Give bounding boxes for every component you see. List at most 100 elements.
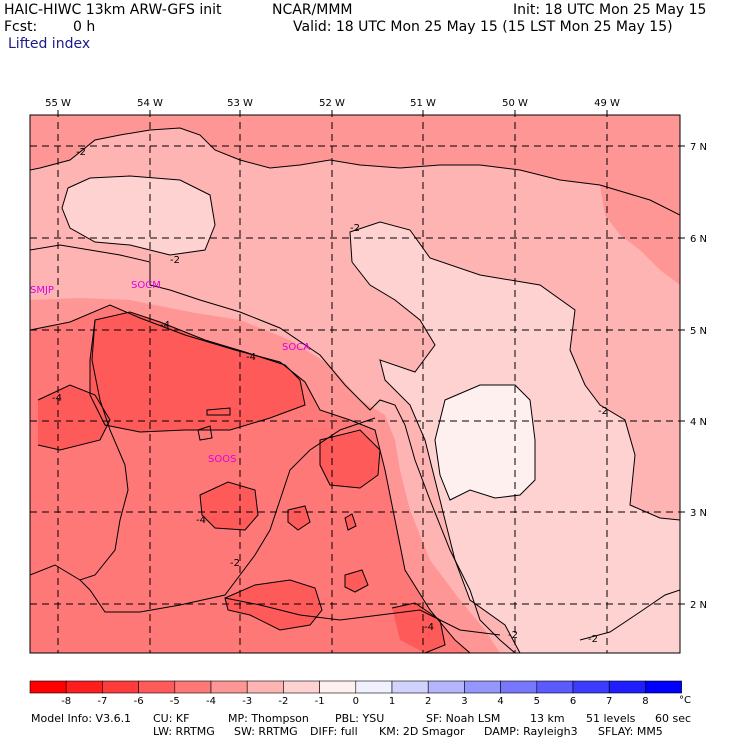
legend-swatch (174, 680, 212, 694)
contour-label: -4 (196, 515, 206, 526)
contour-line (287, 505, 311, 531)
legend-tick-label: 4 (497, 696, 503, 707)
legend-tick-label: -6 (134, 696, 144, 707)
shade-band (90, 312, 305, 432)
legend-tick-label: 0 (353, 696, 359, 707)
legend-tick-label: 2 (425, 696, 431, 707)
station-label: SMJP (30, 285, 54, 296)
footer-sflay: SFLAY: MM5 (598, 725, 663, 738)
contour-label: -4 (246, 352, 256, 363)
legend-tick-label: 1 (389, 696, 395, 707)
lat-label: 3 N (690, 508, 707, 519)
legend-tick-label: -7 (97, 696, 107, 707)
init-time: Init: 18 UTC Mon 25 May 15 (513, 2, 707, 18)
contour-label: -2 (588, 634, 598, 645)
legend-swatch (355, 680, 393, 694)
legend-swatch (391, 680, 429, 694)
lat-label: 7 N (690, 142, 707, 153)
legend-swatch (319, 680, 357, 694)
legend-swatch (29, 680, 67, 694)
legend-unit: °C (679, 695, 691, 706)
model-title: HAIC-HIWC 13km ARW-GFS init (4, 2, 222, 18)
footer-levels: 51 levels (586, 712, 636, 725)
contour-label: -2 (508, 630, 518, 641)
station-label: SOOS (208, 454, 236, 465)
lat-label: 5 N (690, 326, 707, 337)
border-line (224, 597, 501, 636)
valid-time: Valid: 18 UTC Mon 25 May 15 (15 LST Mon … (293, 19, 673, 35)
graticule (30, 110, 685, 653)
contour-line (206, 407, 231, 416)
contour-line (30, 304, 471, 653)
legend-swatch (500, 680, 538, 694)
contour-line (579, 589, 680, 641)
legend-swatch (283, 680, 320, 694)
contour-line (319, 429, 381, 489)
legend-tick-label: -4 (206, 696, 216, 707)
border-line (30, 319, 129, 581)
map-frame (29, 114, 681, 654)
station-label: SOCM (131, 280, 161, 291)
fcst-value: 0 h (73, 19, 96, 35)
shade-band (30, 115, 680, 215)
coastline (30, 244, 516, 653)
shade-band (435, 385, 535, 500)
contour-line (199, 481, 259, 531)
legend-swatch (427, 680, 465, 694)
lon-label: 54 W (137, 98, 163, 109)
lat-label: 2 N (690, 600, 707, 611)
shade-band (225, 580, 322, 630)
contour-label: -2 (230, 558, 240, 569)
footer-diff: DIFF: full (310, 725, 358, 738)
footer-damp: DAMP: Rayleigh3 (484, 725, 578, 738)
legend-swatch (464, 680, 501, 694)
center-name: NCAR/MMM (272, 2, 353, 18)
contour-label: -4 (160, 320, 170, 331)
lon-label: 52 W (319, 98, 345, 109)
field-name: Lifted index (8, 36, 91, 52)
contour-label: -4 (424, 622, 434, 633)
lon-label: 49 W (594, 98, 620, 109)
legend-swatch (536, 680, 574, 694)
border-line (79, 417, 376, 613)
legend-swatch (102, 680, 139, 694)
shade-band (288, 506, 310, 530)
contour-line (37, 384, 111, 451)
footer-pbl: PBL: YSU (335, 712, 385, 725)
legend-swatch (65, 680, 103, 694)
shade-band (200, 482, 258, 530)
shade-band (320, 430, 380, 488)
legend-tick-label: 6 (570, 696, 576, 707)
legend-swatch (608, 680, 646, 694)
legend-tick-label: 8 (642, 696, 648, 707)
legend-tick-label: 3 (461, 696, 467, 707)
contour-label: -2 (350, 223, 360, 234)
legend-tick-label: 5 (534, 696, 540, 707)
footer-resolution: 13 km (530, 712, 565, 725)
contour-line (30, 127, 680, 216)
legend-swatches (29, 680, 682, 694)
lon-label: 53 W (227, 98, 253, 109)
legend-tick-label: -2 (278, 696, 288, 707)
contour-label: -4 (52, 393, 62, 404)
contour-line (434, 384, 536, 501)
legend-swatch (572, 680, 610, 694)
lat-label: 6 N (690, 234, 707, 245)
legend-tick-label: 7 (606, 696, 612, 707)
footer-mp: MP: Thompson (228, 712, 309, 725)
contour-lines (30, 127, 680, 653)
shade-band (600, 185, 680, 285)
contour-label: -2 (598, 406, 608, 417)
shade-band (62, 176, 215, 255)
contour-line (344, 513, 357, 531)
contour-label: -2 (170, 255, 180, 266)
lon-label: 51 W (410, 98, 436, 109)
legend-labels: -8 -7 -6 -5 -4 -3 -2 -1 0 1 2 3 4 5 6 7 8 (61, 696, 648, 707)
footer-cu: CU: KF (153, 712, 190, 725)
footer-sf: SF: Noah LSM (426, 712, 501, 725)
shade-band (345, 570, 368, 592)
legend-tick-label: -5 (170, 696, 180, 707)
fcst-label: Fcst: (4, 19, 38, 35)
